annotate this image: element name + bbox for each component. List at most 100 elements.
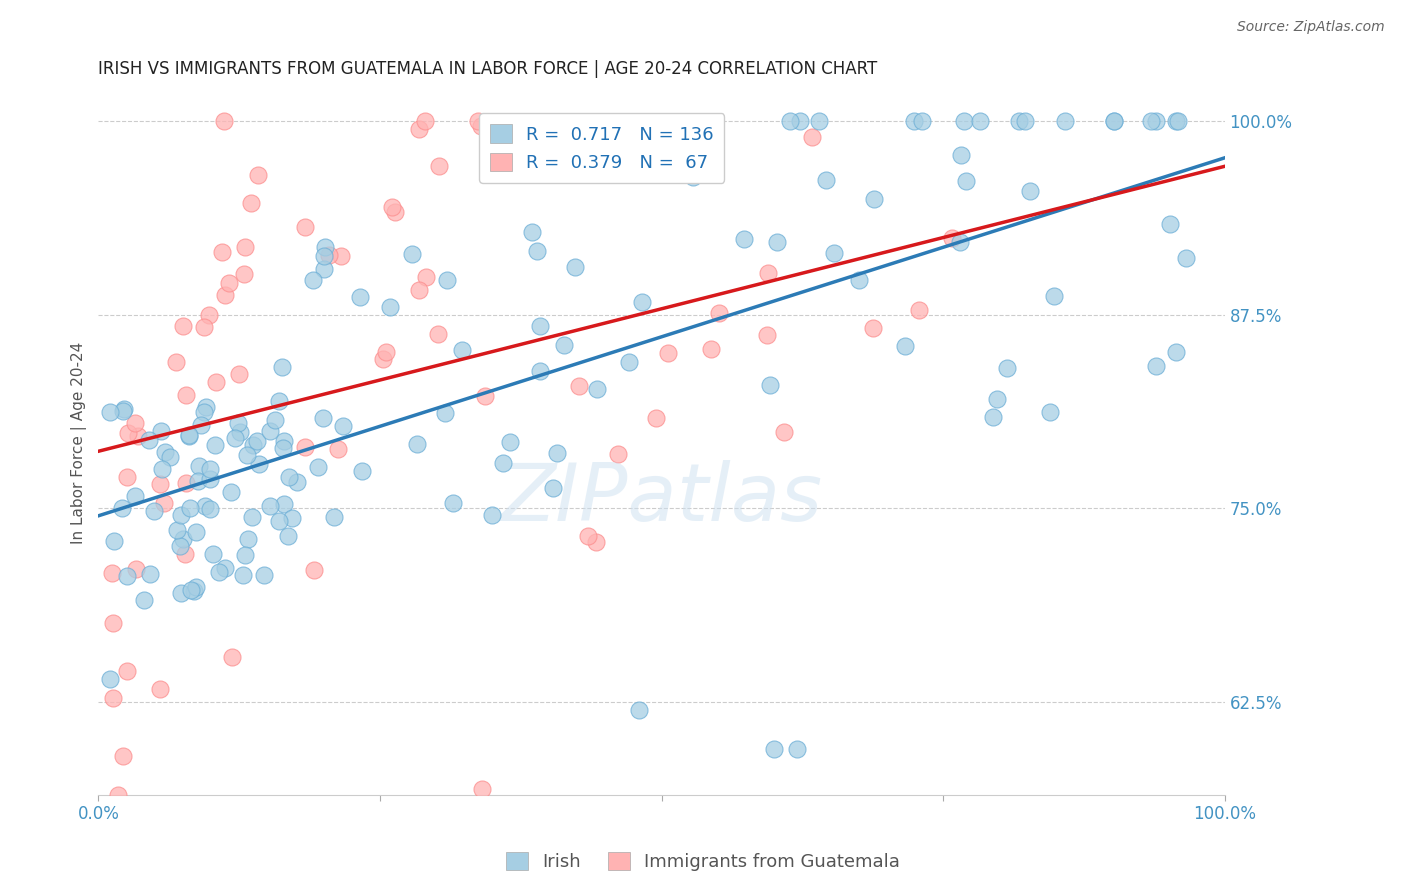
Point bbox=[499, 435, 522, 450]
Point bbox=[307, 460, 329, 475]
Point bbox=[436, 272, 458, 286]
Point bbox=[169, 539, 191, 553]
Point bbox=[271, 442, 294, 456]
Point bbox=[115, 470, 138, 484]
Point bbox=[280, 511, 302, 525]
Point bbox=[198, 472, 221, 486]
Point bbox=[807, 114, 830, 128]
Point bbox=[1166, 114, 1188, 128]
Point bbox=[179, 501, 201, 516]
Point bbox=[529, 364, 551, 378]
Point bbox=[236, 533, 259, 547]
Y-axis label: In Labor Force | Age 20-24: In Labor Force | Age 20-24 bbox=[72, 342, 87, 544]
Point bbox=[176, 475, 198, 490]
Point bbox=[314, 240, 336, 254]
Point bbox=[995, 360, 1018, 375]
Point bbox=[252, 568, 274, 582]
Point bbox=[165, 354, 187, 368]
Point bbox=[124, 417, 146, 431]
Point bbox=[1043, 289, 1066, 303]
Point bbox=[707, 305, 730, 319]
Point bbox=[427, 159, 450, 173]
Point bbox=[101, 615, 124, 630]
Point bbox=[186, 581, 208, 595]
Point bbox=[224, 431, 246, 445]
Point bbox=[198, 309, 221, 323]
Legend: Irish, Immigrants from Guatemala: Irish, Immigrants from Guatemala bbox=[499, 845, 907, 879]
Point bbox=[553, 337, 575, 351]
Point bbox=[193, 405, 215, 419]
Point bbox=[172, 319, 194, 334]
Point bbox=[1159, 217, 1181, 231]
Point bbox=[1164, 345, 1187, 359]
Point bbox=[273, 434, 295, 448]
Point bbox=[186, 474, 208, 488]
Point bbox=[98, 672, 121, 686]
Point bbox=[247, 457, 270, 471]
Point bbox=[413, 114, 436, 128]
Text: ZIPatlas: ZIPatlas bbox=[501, 460, 823, 538]
Point bbox=[166, 523, 188, 537]
Point bbox=[381, 200, 404, 214]
Point bbox=[180, 583, 202, 598]
Point bbox=[657, 346, 679, 360]
Point bbox=[541, 482, 564, 496]
Point bbox=[1102, 114, 1125, 128]
Point bbox=[862, 320, 884, 334]
Point bbox=[585, 535, 607, 549]
Point bbox=[568, 378, 591, 392]
Point bbox=[271, 359, 294, 374]
Point bbox=[408, 122, 430, 136]
Point bbox=[733, 232, 755, 246]
Point bbox=[111, 501, 134, 516]
Point bbox=[658, 118, 681, 132]
Point bbox=[194, 500, 217, 514]
Point bbox=[233, 240, 256, 254]
Point bbox=[401, 246, 423, 260]
Text: Source: ZipAtlas.com: Source: ZipAtlas.com bbox=[1237, 20, 1385, 34]
Point bbox=[1039, 405, 1062, 419]
Point bbox=[232, 268, 254, 282]
Point bbox=[186, 525, 208, 540]
Point bbox=[903, 114, 925, 128]
Point bbox=[349, 290, 371, 304]
Point bbox=[236, 448, 259, 462]
Point bbox=[190, 418, 212, 433]
Point bbox=[198, 461, 221, 475]
Point bbox=[148, 681, 170, 696]
Point bbox=[318, 248, 340, 262]
Point bbox=[142, 504, 165, 518]
Point bbox=[208, 565, 231, 579]
Point bbox=[214, 561, 236, 575]
Point bbox=[617, 355, 640, 369]
Point bbox=[228, 425, 250, 439]
Point bbox=[1102, 114, 1125, 128]
Point bbox=[529, 319, 551, 334]
Point bbox=[766, 235, 789, 249]
Point bbox=[124, 562, 146, 576]
Point bbox=[329, 249, 352, 263]
Point bbox=[375, 344, 398, 359]
Point bbox=[763, 741, 786, 756]
Point bbox=[239, 195, 262, 210]
Point bbox=[474, 389, 496, 403]
Point bbox=[981, 409, 1004, 424]
Point bbox=[953, 114, 976, 128]
Point bbox=[149, 477, 172, 491]
Point bbox=[264, 412, 287, 426]
Point bbox=[467, 114, 489, 128]
Point bbox=[1054, 114, 1077, 128]
Point bbox=[627, 703, 650, 717]
Point bbox=[576, 529, 599, 543]
Point bbox=[117, 568, 139, 582]
Point bbox=[814, 173, 837, 187]
Point bbox=[526, 244, 548, 259]
Point bbox=[441, 496, 464, 510]
Point bbox=[240, 509, 263, 524]
Point bbox=[153, 496, 176, 510]
Point bbox=[941, 231, 963, 245]
Point bbox=[645, 410, 668, 425]
Point bbox=[800, 130, 823, 145]
Point bbox=[153, 445, 176, 459]
Point bbox=[949, 235, 972, 249]
